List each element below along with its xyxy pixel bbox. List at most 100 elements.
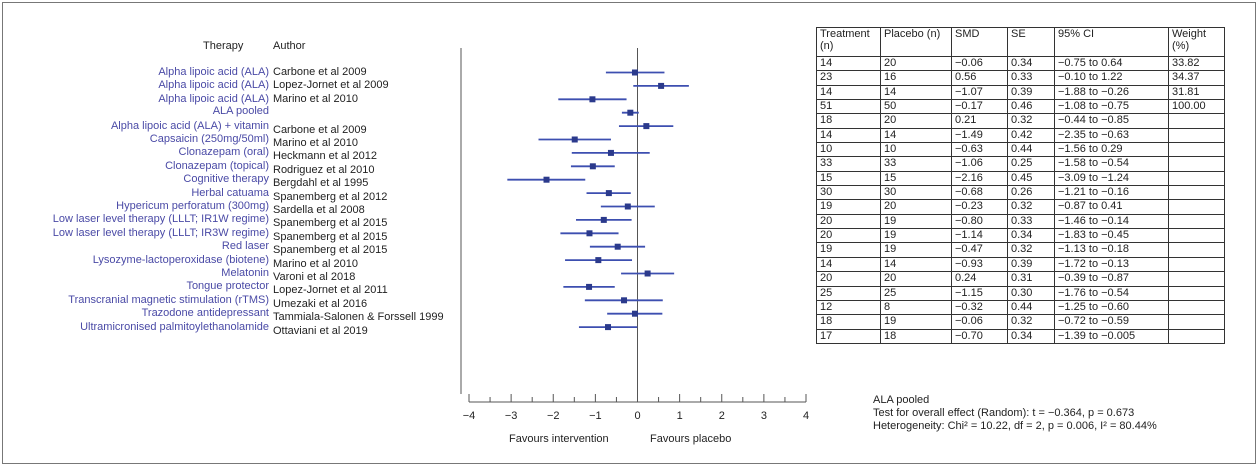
x-tick-label: 1	[677, 410, 683, 422]
author-label: Sardella et al 2008	[273, 204, 365, 216]
placebo-cell: 19	[880, 242, 952, 258]
effect-marker	[605, 324, 612, 331]
se-cell: 0.42	[1007, 127, 1055, 144]
weight-cell	[1168, 127, 1225, 144]
therapy-label: Cognitive therapy	[183, 173, 269, 186]
smd-cell: 0.56	[951, 70, 1008, 86]
author-header: Author	[273, 40, 306, 52]
treatment-cell: 19	[816, 242, 881, 258]
weight-cell	[1168, 185, 1225, 201]
table-row: 14 14 −1.49 0.42 −2.35 to −0.63	[816, 127, 1225, 144]
ci-cell: −0.72 to −0.59	[1054, 314, 1169, 330]
placebo-cell: 8	[880, 299, 952, 316]
placebo-cell: 20	[880, 55, 952, 72]
placebo-header: Placebo (n)	[880, 27, 952, 57]
table-row: 12 8 −0.32 0.44 −1.25 to −0.60	[816, 299, 1225, 316]
se-cell: 0.30	[1007, 285, 1055, 301]
ci-cell: −1.39 to −0.005	[1054, 328, 1169, 344]
therapy-label: Alpha lipoic acid (ALA)	[158, 66, 269, 78]
se-cell: 0.44	[1007, 142, 1055, 158]
weight-cell	[1168, 256, 1225, 273]
therapy-label: Clonazepam (oral)	[178, 146, 269, 159]
se-cell: 0.32	[1007, 242, 1055, 258]
se-cell: 0.39	[1007, 256, 1055, 273]
effect-marker	[543, 176, 550, 183]
se-cell: 0.33	[1007, 213, 1055, 230]
table-row: 15 15 −2.16 0.45 −3.09 to −1.24	[816, 170, 1225, 187]
smd-cell: −0.17	[951, 99, 1008, 115]
therapy-label: Ultramicronised palmitoylethanolamide	[80, 320, 269, 333]
table-row: 51 50 −0.17 0.46 −1.08 to −0.75 100.00	[816, 99, 1225, 115]
treatment-cell: 18	[816, 113, 881, 129]
effect-marker	[589, 96, 596, 103]
author-label: Spanemberg et al 2015	[273, 230, 388, 243]
effect-marker	[627, 109, 634, 116]
therapy-label: ALA pooled	[212, 105, 269, 118]
author-label: Rodriguez et al 2010	[273, 163, 375, 176]
placebo-cell: 14	[880, 256, 952, 273]
effect-marker	[621, 297, 628, 304]
smd-cell: −0.63	[951, 142, 1008, 158]
author-label: Lopez-Jornet et al 2009	[273, 79, 389, 92]
table-row: 20 19 −0.80 0.33 −1.46 to −0.14	[816, 213, 1225, 230]
author-label: Spanemberg et al 2012	[273, 190, 388, 203]
placebo-cell: 33	[880, 156, 952, 172]
effect-marker	[589, 163, 596, 170]
results-table: Treatment (n) Placebo (n) SMD SE 95% CI …	[816, 27, 1225, 344]
effect-marker	[631, 69, 638, 76]
x-tick-label: 2	[719, 410, 725, 422]
weight-cell	[1168, 242, 1225, 258]
treatment-cell: 17	[816, 328, 881, 344]
therapy-label: Trazodone antidepressant	[141, 307, 269, 320]
treatment-cell: 14	[816, 84, 881, 101]
table-row: 20 19 −1.14 0.34 −1.83 to −0.45	[816, 228, 1225, 244]
author-label: Heckmann et al 2012	[273, 150, 377, 163]
weight-cell	[1168, 170, 1225, 187]
weight-header: Weight (%)	[1168, 27, 1225, 57]
effect-marker	[600, 216, 607, 223]
ci-header: 95% CI	[1054, 27, 1169, 57]
smd-header: SMD	[951, 27, 1008, 57]
treatment-cell: 25	[816, 285, 881, 301]
ci-cell: −0.10 to 1.22	[1054, 70, 1169, 86]
x-tick-label: −3	[505, 410, 518, 422]
therapy-label: Alpha lipoic acid (ALA)	[158, 92, 269, 105]
placebo-cell: 10	[880, 142, 952, 158]
smd-cell: −0.23	[951, 199, 1008, 215]
ci-cell: −2.35 to −0.63	[1054, 127, 1169, 144]
treatment-cell: 15	[816, 170, 881, 187]
table-row: 14 20 −0.06 0.34 −0.75 to 0.64 33.82	[816, 55, 1225, 72]
weight-cell	[1168, 142, 1225, 158]
treatment-cell: 18	[816, 314, 881, 330]
se-cell: 0.45	[1007, 170, 1055, 187]
smd-cell: −0.80	[951, 213, 1008, 230]
ci-cell: −1.72 to −0.13	[1054, 256, 1169, 273]
placebo-cell: 19	[880, 314, 952, 330]
treatment-cell: 12	[816, 299, 881, 316]
weight-cell	[1168, 199, 1225, 215]
treatment-header: Treatment (n)	[816, 27, 881, 57]
effect-marker	[595, 257, 602, 264]
placebo-cell: 50	[880, 99, 952, 115]
effect-marker	[658, 82, 665, 89]
treatment-cell: 33	[816, 156, 881, 172]
ci-cell: −3.09 to −1.24	[1054, 170, 1169, 187]
placebo-cell: 14	[880, 84, 952, 101]
author-label: Varoni et al 2018	[273, 271, 356, 283]
placebo-cell: 19	[880, 213, 952, 230]
placebo-cell: 19	[880, 228, 952, 244]
therapy-label: Low laser level therapy (LLLT; IR3W regi…	[52, 226, 269, 239]
treatment-cell: 14	[816, 55, 881, 72]
table-row: 23 16 0.56 0.33 −0.10 to 1.22 34.37	[816, 70, 1225, 86]
effect-marker	[624, 203, 631, 210]
ci-cell: −1.25 to −0.60	[1054, 299, 1169, 316]
author-label: Carbone et al 2009	[273, 66, 367, 78]
author-label: Marino et al 2010	[273, 257, 358, 270]
ci-cell: −1.56 to 0.29	[1054, 142, 1169, 158]
se-cell: 0.32	[1007, 199, 1055, 215]
se-cell: 0.44	[1007, 299, 1055, 316]
treatment-cell: 51	[816, 99, 881, 115]
therapy-label: Alpha lipoic acid (ALA) + vitamin	[110, 119, 269, 132]
